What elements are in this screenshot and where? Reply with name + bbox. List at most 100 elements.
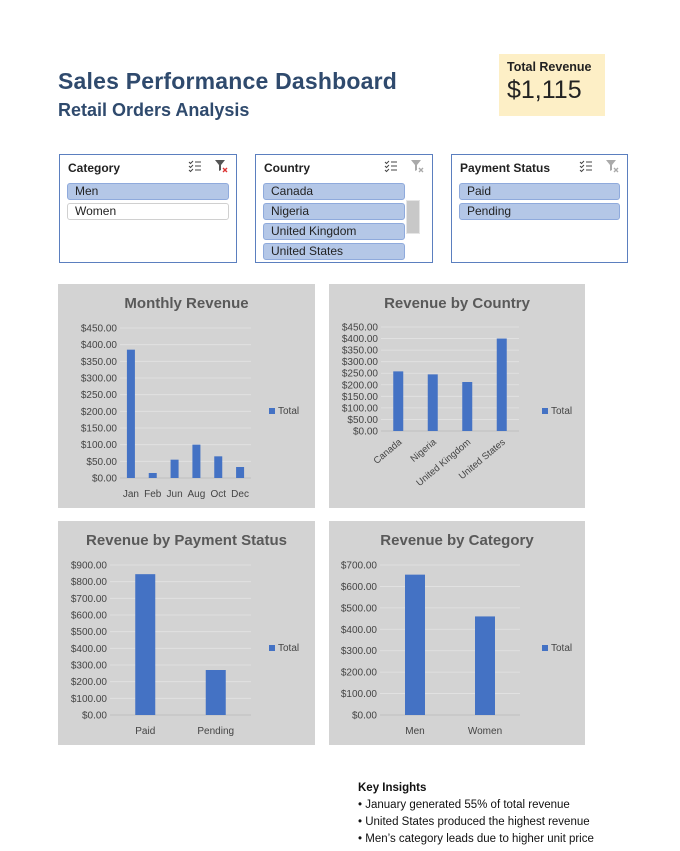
bar [236, 467, 245, 478]
bar [170, 459, 179, 478]
chart-title: Revenue by Country [384, 295, 530, 312]
bar [496, 338, 507, 431]
x-tick-label: Nigeria [409, 436, 440, 464]
y-tick-label: $200.00 [341, 668, 378, 679]
y-tick-label: $50.00 [86, 457, 117, 468]
multi-select-icon[interactable] [579, 159, 593, 173]
country-slicer-scrollbar[interactable] [406, 200, 420, 234]
x-tick-label: Canada [372, 436, 405, 466]
x-tick-label: Dec [231, 489, 249, 500]
y-tick-label: $0.00 [353, 427, 378, 438]
y-tick-label: $250.00 [342, 369, 379, 380]
bar [405, 574, 425, 715]
y-tick-label: $350.00 [342, 346, 379, 357]
revenue-by-category-plot: $0.00 $100.00 $200.00 $300.00 $400.00 $500.00… [341, 561, 572, 738]
x-tick-label: Men [405, 726, 424, 737]
y-tick-label: $150.00 [342, 392, 379, 403]
legend-label: Total [278, 406, 299, 417]
y-tick-label: $600.00 [71, 611, 108, 622]
x-tick-label: Paid [135, 726, 155, 737]
legend-label: Total [551, 406, 572, 417]
monthly-revenue-chart[interactable]: Monthly Revenue $0.00 $50.00 $100.00 $150.0… [58, 284, 315, 508]
y-tick-label: $700.00 [71, 594, 108, 605]
y-tick-label: $100.00 [342, 403, 379, 414]
bar [393, 371, 404, 431]
y-tick-label: $350.00 [81, 357, 118, 368]
insight-item: • Men’s category leads due to higher uni… [358, 833, 594, 845]
clear-filter-icon[interactable] [214, 159, 228, 173]
key-insights: Key Insights • January generated 55% of … [358, 780, 594, 848]
y-tick-label: $200.00 [71, 677, 108, 688]
x-tick-label: Aug [188, 489, 206, 500]
bar [462, 382, 473, 431]
y-tick-label: $100.00 [81, 440, 118, 451]
slicer-title: Category [68, 161, 121, 175]
y-tick-label: $100.00 [71, 694, 108, 705]
y-tick-label: $450.00 [342, 323, 379, 334]
page-subtitle: Retail Orders Analysis [58, 100, 250, 120]
insights-heading: Key Insights [358, 782, 427, 794]
revenue-by-category-chart[interactable]: Revenue by Category $0.00 $100.00 $200.00 $… [329, 521, 585, 745]
legend-swatch [269, 645, 275, 651]
multi-select-icon[interactable] [188, 159, 202, 173]
x-tick-label: Jun [167, 489, 183, 500]
y-tick-label: $500.00 [71, 627, 108, 638]
y-tick-label: $300.00 [341, 646, 378, 657]
y-tick-label: $800.00 [71, 577, 108, 588]
kpi-value: $1,115 [507, 76, 582, 104]
monthly-revenue-plot: $0.00 $50.00 $100.00 $150.00 $200.00 $250.00 $… [81, 324, 299, 501]
country-slicer: Country Canada Nigeria United Kingdom Un… [255, 154, 433, 263]
slicer-item-pending[interactable]: Pending [459, 203, 620, 220]
bar [135, 574, 156, 715]
page-title: Sales Performance Dashboard [58, 68, 398, 94]
clear-filter-icon[interactable] [605, 159, 619, 173]
bar [205, 670, 226, 715]
insight-item: • January generated 55% of total revenue [358, 799, 570, 811]
revenue-by-country-chart[interactable]: Revenue by Country $0.00 $50.00 $100.00 $15… [329, 284, 585, 508]
bar [192, 444, 201, 478]
revenue-by-payment-status-chart[interactable]: Revenue by Payment Status $0.00 $100.00 $2… [58, 521, 315, 745]
payment-status-slicer: Payment Status Paid Pending [451, 154, 628, 263]
slicer-item-united-states[interactable]: United States [263, 243, 405, 260]
legend-label: Total [278, 643, 299, 654]
bar [126, 349, 135, 478]
bar [475, 616, 495, 715]
slicer-item-canada[interactable]: Canada [263, 183, 405, 200]
y-tick-label: $250.00 [81, 390, 118, 401]
clear-filter-icon[interactable] [410, 159, 424, 173]
slicer-item-united-kingdom[interactable]: United Kingdom [263, 223, 405, 240]
legend-label: Total [551, 643, 572, 654]
chart-title: Revenue by Payment Status [86, 532, 287, 549]
y-tick-label: $400.00 [81, 340, 118, 351]
slicer-item-nigeria[interactable]: Nigeria [263, 203, 405, 220]
multi-select-icon[interactable] [384, 159, 398, 173]
y-tick-label: $0.00 [82, 711, 107, 722]
x-tick-label: Pending [197, 726, 234, 737]
insight-item: • United States produced the highest rev… [358, 816, 590, 828]
x-tick-label: Jan [123, 489, 139, 500]
y-tick-label: $400.00 [71, 644, 108, 655]
chart-title: Revenue by Category [380, 532, 534, 549]
y-tick-label: $900.00 [71, 561, 108, 572]
y-tick-label: $300.00 [71, 661, 108, 672]
slicer-item-paid[interactable]: Paid [459, 183, 620, 200]
legend-swatch [269, 408, 275, 414]
y-tick-label: $50.00 [347, 415, 378, 426]
category-slicer: Category Men Women [59, 154, 237, 263]
slicer-title: Country [264, 161, 310, 175]
x-tick-label: Feb [144, 489, 162, 500]
y-tick-label: $450.00 [81, 324, 118, 335]
y-tick-label: $700.00 [341, 561, 378, 572]
revenue-by-payment-status-plot: $0.00 $100.00 $200.00 $300.00 $400.00 $500.00… [71, 561, 299, 738]
kpi-label: Total Revenue [507, 60, 592, 74]
x-tick-label: Oct [210, 489, 226, 500]
y-tick-label: $100.00 [341, 689, 378, 700]
y-tick-label: $400.00 [342, 334, 379, 345]
slicer-item-women[interactable]: Women [67, 203, 229, 220]
legend-swatch [542, 645, 548, 651]
slicer-title: Payment Status [460, 161, 551, 175]
y-tick-label: $400.00 [341, 625, 378, 636]
slicer-item-men[interactable]: Men [67, 183, 229, 200]
bar [214, 456, 223, 478]
bar [427, 374, 438, 431]
